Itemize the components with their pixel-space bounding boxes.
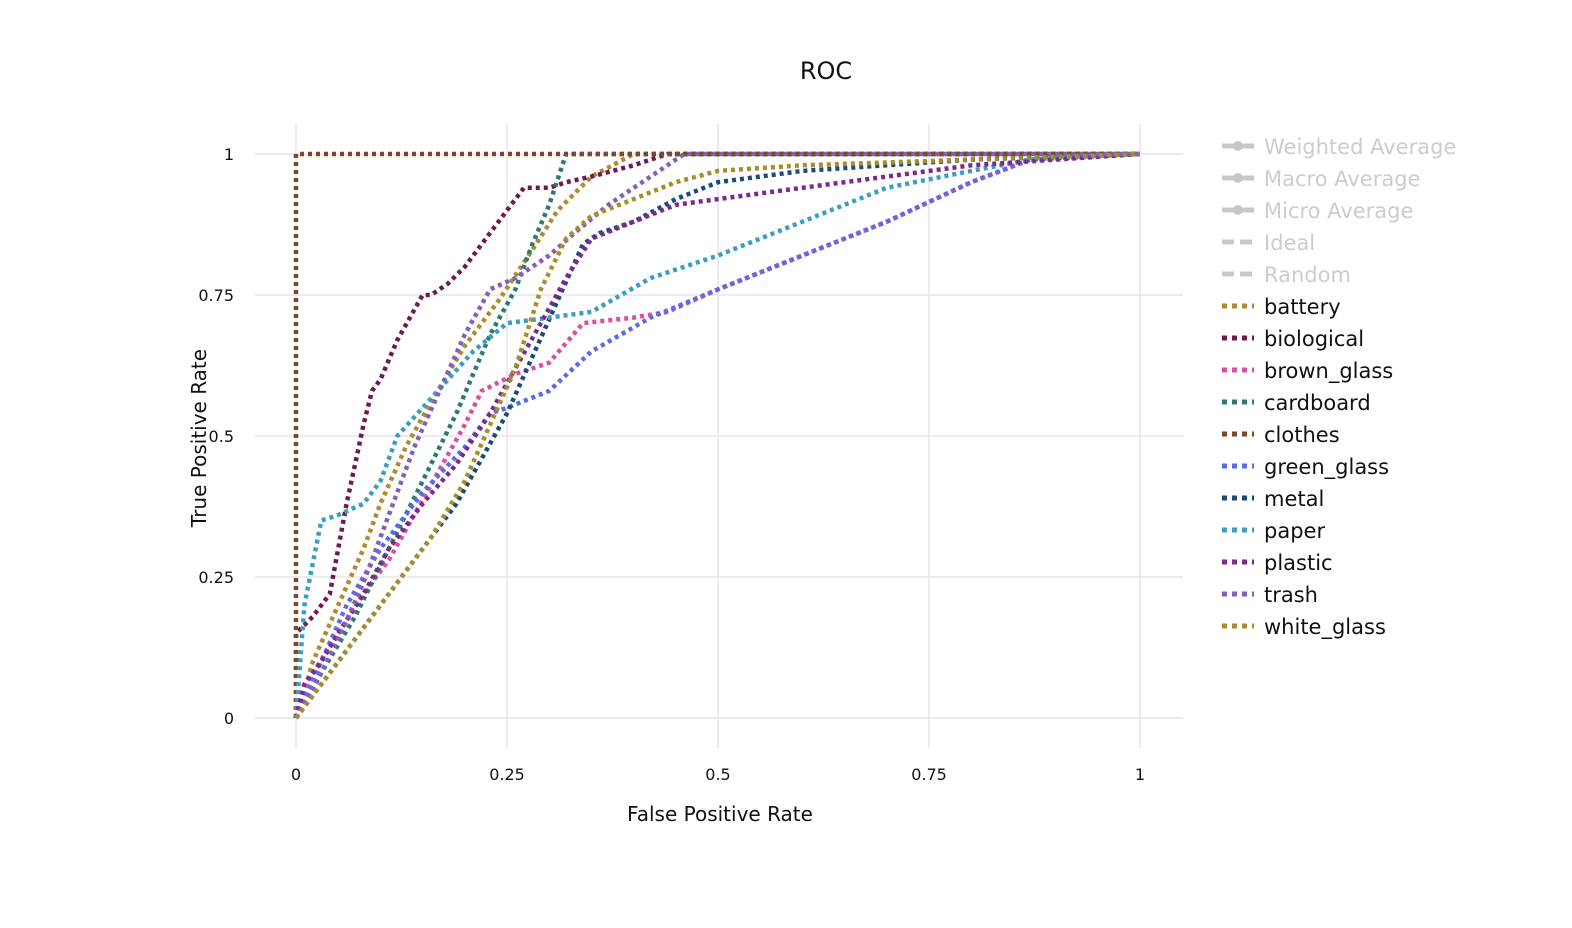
y-tick-label: 0.5 xyxy=(209,427,234,446)
legend-item-white-glass[interactable]: white_glass xyxy=(1222,615,1386,640)
legend-label: battery xyxy=(1264,295,1341,319)
legend-item-green-glass[interactable]: green_glass xyxy=(1222,455,1389,480)
legend-label: Micro Average xyxy=(1264,199,1413,223)
series-line-biological[interactable] xyxy=(293,151,1140,718)
y-tick-label: 0.25 xyxy=(198,568,234,587)
series-line-trash[interactable] xyxy=(294,151,1140,720)
legend-marker xyxy=(1233,205,1243,215)
legend-marker xyxy=(1233,141,1243,151)
legend-item-battery[interactable]: battery xyxy=(1222,295,1341,319)
chart-title: ROC xyxy=(800,57,852,85)
legend-label: plastic xyxy=(1264,551,1333,575)
series-line-green-glass[interactable] xyxy=(293,151,1141,719)
legend-label: metal xyxy=(1264,487,1324,511)
y-tick-label: 0.75 xyxy=(198,286,234,305)
legend-item-ideal[interactable]: Ideal xyxy=(1222,231,1315,255)
legend-item-cardboard[interactable]: cardboard xyxy=(1222,391,1371,415)
legend-item-brown-glass[interactable]: brown_glass xyxy=(1222,359,1393,384)
y-tick-label: 1 xyxy=(224,145,234,164)
legend-label: Ideal xyxy=(1264,231,1315,255)
grid xyxy=(255,124,1183,748)
legend-label: brown_glass xyxy=(1264,359,1393,384)
legend-item-plastic[interactable]: plastic xyxy=(1222,551,1333,575)
legend-item-paper[interactable]: paper xyxy=(1222,519,1325,543)
legend-item-metal[interactable]: metal xyxy=(1222,487,1324,511)
series-line-white-glass[interactable] xyxy=(294,151,1141,720)
legend-label: green_glass xyxy=(1264,455,1389,480)
x-tick-label: 0.75 xyxy=(911,765,947,784)
series-line-metal[interactable] xyxy=(294,151,1141,720)
series-line-plastic[interactable] xyxy=(293,151,1141,719)
plot-area xyxy=(293,151,1141,720)
series-line-paper[interactable] xyxy=(293,151,1141,719)
series-line-cardboard[interactable] xyxy=(294,151,1140,720)
series-line-clothes[interactable] xyxy=(293,151,1140,718)
x-tick-label: 1 xyxy=(1135,765,1145,784)
x-tick-label: 0.5 xyxy=(705,765,730,784)
legend-label: clothes xyxy=(1264,423,1340,447)
legend: Weighted Average Macro Average Micro Avera… xyxy=(1222,135,1456,640)
legend-label: trash xyxy=(1264,583,1318,607)
axis-ticks: 0 0 0.25 0.25 0.5 0.5 0.75 0.75 1 1 xyxy=(198,145,1145,784)
legend-item-macro-average[interactable]: Macro Average xyxy=(1222,167,1420,191)
legend-label: Weighted Average xyxy=(1264,135,1456,159)
legend-label: Random xyxy=(1264,263,1351,287)
legend-label: cardboard xyxy=(1264,391,1371,415)
legend-item-trash[interactable]: trash xyxy=(1222,583,1318,607)
legend-item-weighted-average[interactable]: Weighted Average xyxy=(1222,135,1456,159)
legend-item-biological[interactable]: biological xyxy=(1222,327,1364,351)
y-axis-label: True Positive Rate xyxy=(187,349,211,528)
legend-item-micro-average[interactable]: Micro Average xyxy=(1222,199,1413,223)
legend-item-random[interactable]: Random xyxy=(1222,263,1351,287)
x-tick-label: 0 xyxy=(291,765,301,784)
legend-marker xyxy=(1233,173,1243,183)
y-tick-label: 0 xyxy=(224,709,234,728)
x-tick-label: 0.25 xyxy=(489,765,525,784)
legend-item-clothes[interactable]: clothes xyxy=(1222,423,1340,447)
legend-label: biological xyxy=(1264,327,1364,351)
x-axis-label: False Positive Rate xyxy=(627,802,813,826)
legend-label: white_glass xyxy=(1264,615,1386,640)
legend-label: Macro Average xyxy=(1264,167,1420,191)
legend-label: paper xyxy=(1264,519,1325,543)
